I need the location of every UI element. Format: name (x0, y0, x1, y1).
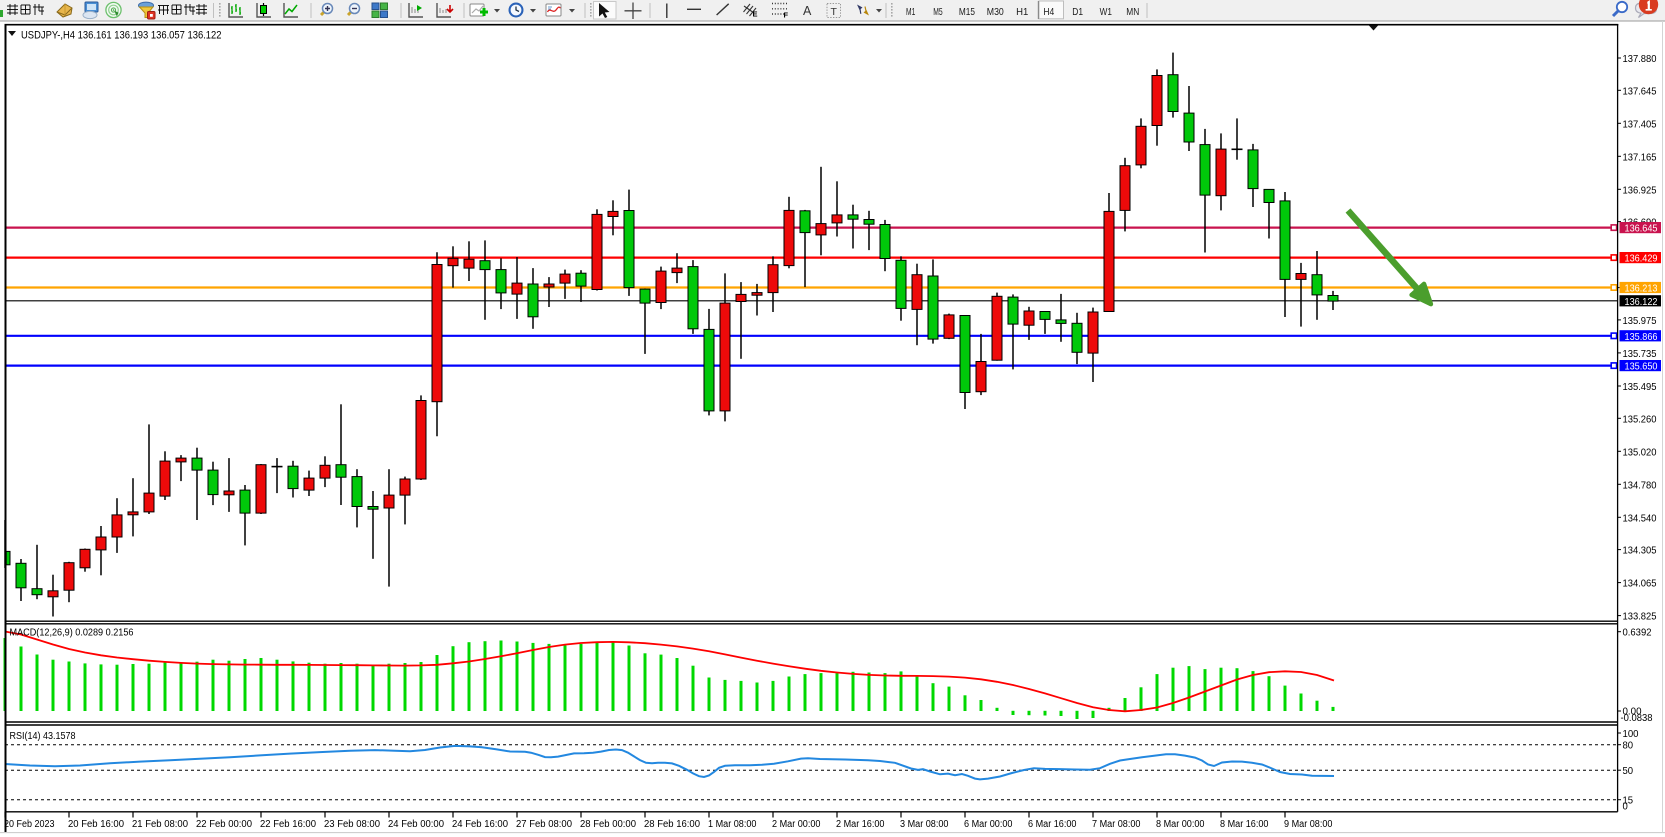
svg-text:50: 50 (1623, 765, 1634, 777)
svg-text:8 Mar 16:00: 8 Mar 16:00 (1220, 819, 1269, 830)
svg-text:27 Feb 08:00: 27 Feb 08:00 (516, 819, 572, 830)
svg-text:2 Mar 00:00: 2 Mar 00:00 (772, 819, 821, 830)
svg-text:135.650: 135.650 (1625, 361, 1658, 373)
svg-text:F: F (784, 11, 789, 20)
svg-text:2 Mar 16:00: 2 Mar 16:00 (836, 819, 885, 830)
svg-text:W1: W1 (1100, 6, 1112, 18)
svg-text:-0.0838: -0.0838 (1621, 712, 1653, 724)
svg-text:USDJPY-,H4 136.161 136.193 13: USDJPY-,H4 136.161 136.193 136.057 136.1… (21, 30, 222, 42)
svg-text:137.165: 137.165 (1623, 151, 1657, 163)
svg-text:20 Feb 2023: 20 Feb 2023 (4, 819, 55, 830)
svg-text:28 Feb 00:00: 28 Feb 00:00 (580, 819, 636, 830)
svg-text:6 Mar 00:00: 6 Mar 00:00 (964, 819, 1013, 830)
svg-text:135.020: 135.020 (1623, 446, 1657, 458)
svg-text:137.645: 137.645 (1623, 85, 1657, 97)
svg-text:136.213: 136.213 (1625, 283, 1658, 295)
svg-text:24 Feb 16:00: 24 Feb 16:00 (452, 819, 508, 830)
svg-text:28 Feb 16:00: 28 Feb 16:00 (644, 819, 700, 830)
svg-text:M1: M1 (906, 6, 915, 18)
svg-text:8 Mar 00:00: 8 Mar 00:00 (1156, 819, 1205, 830)
svg-text:T: T (831, 6, 838, 18)
svg-text:135.495: 135.495 (1623, 381, 1657, 393)
svg-text:A: A (803, 4, 812, 18)
svg-text:7 Mar 08:00: 7 Mar 08:00 (1092, 819, 1141, 830)
svg-text:M15: M15 (959, 6, 975, 18)
svg-text:137.405: 137.405 (1623, 118, 1657, 130)
svg-text:20 Feb 16:00: 20 Feb 16:00 (68, 819, 124, 830)
svg-text:3 Mar 08:00: 3 Mar 08:00 (900, 819, 949, 830)
svg-text:134.065: 134.065 (1623, 578, 1657, 590)
svg-text:136.645: 136.645 (1625, 223, 1658, 235)
svg-text:134.305: 134.305 (1623, 545, 1657, 557)
svg-text:100: 100 (1623, 728, 1639, 740)
svg-text:22 Feb 00:00: 22 Feb 00:00 (196, 819, 252, 830)
svg-text:133.825: 133.825 (1623, 611, 1657, 623)
svg-text:135.975: 135.975 (1623, 315, 1657, 327)
svg-text:22 Feb 16:00: 22 Feb 16:00 (260, 819, 316, 830)
svg-text:M30: M30 (987, 6, 1004, 18)
svg-text:9 Mar 08:00: 9 Mar 08:00 (1284, 819, 1333, 830)
svg-text:135.735: 135.735 (1623, 348, 1657, 360)
svg-text:D1: D1 (1072, 6, 1083, 18)
svg-text:137.880: 137.880 (1623, 53, 1657, 65)
svg-text:MN: MN (1126, 6, 1139, 18)
svg-text:0: 0 (1623, 801, 1628, 813)
svg-text:135.260: 135.260 (1623, 413, 1657, 425)
svg-text:M5: M5 (933, 6, 942, 18)
svg-text:134.780: 134.780 (1623, 479, 1657, 491)
svg-text:15: 15 (1623, 795, 1634, 807)
svg-text:H1: H1 (1016, 6, 1028, 18)
svg-text:136.925: 136.925 (1623, 184, 1657, 196)
svg-text:134.540: 134.540 (1623, 512, 1657, 524)
svg-text:MACD(12,26,9) 0.0289 0.2156: MACD(12,26,9) 0.0289 0.2156 (10, 628, 134, 639)
svg-text:0.6392: 0.6392 (1623, 627, 1652, 639)
svg-text:135.866: 135.866 (1625, 331, 1658, 343)
svg-text:RSI(14) 43.1578: RSI(14) 43.1578 (10, 731, 76, 742)
svg-text:H4: H4 (1043, 6, 1054, 18)
svg-text:E: E (753, 10, 758, 19)
svg-text:0.00: 0.00 (1623, 706, 1642, 718)
svg-text:136.429: 136.429 (1625, 253, 1658, 265)
svg-text:24 Feb 00:00: 24 Feb 00:00 (388, 819, 444, 830)
svg-text:6 Mar 16:00: 6 Mar 16:00 (1028, 819, 1077, 830)
svg-text:21 Feb 08:00: 21 Feb 08:00 (132, 819, 188, 830)
svg-text:1 Mar 08:00: 1 Mar 08:00 (708, 819, 757, 830)
svg-text:136.122: 136.122 (1625, 296, 1658, 308)
svg-text:23 Feb 08:00: 23 Feb 08:00 (324, 819, 380, 830)
svg-text:80: 80 (1623, 740, 1634, 752)
